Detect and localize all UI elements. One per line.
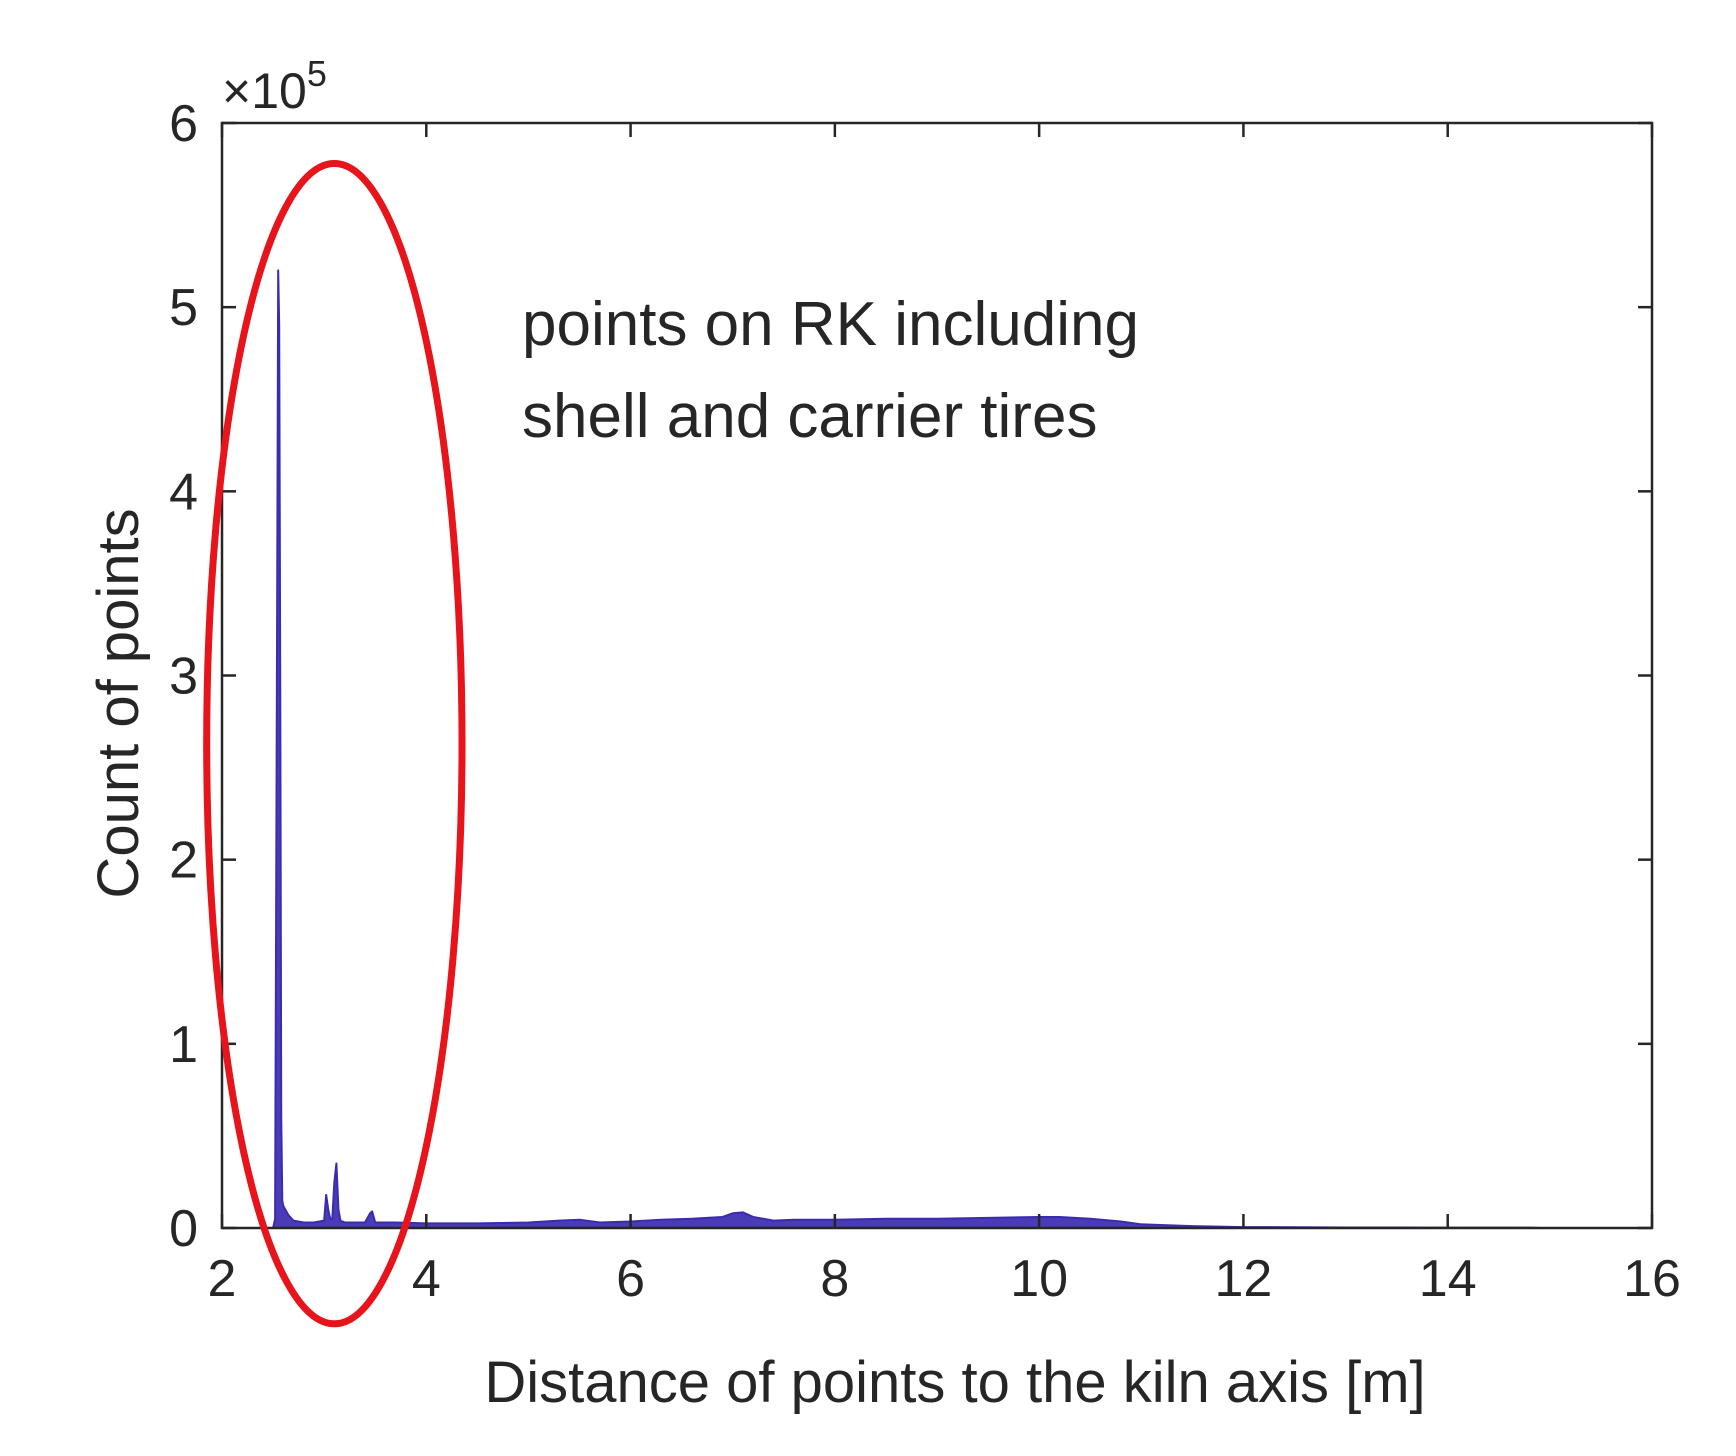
x-tick-label-2: 6 (616, 1250, 645, 1308)
x-tick-label-6: 14 (1419, 1250, 1477, 1308)
x-axis-title: Distance of points to the kiln axis [m] (484, 1350, 1425, 1415)
y-multiplier-base: 10 (251, 63, 307, 119)
annotation-line-1: points on RK including (522, 290, 1139, 359)
ticks-layer (220, 121, 1654, 1230)
x-tick-label-1: 4 (412, 1250, 441, 1308)
x-tick-label-5: 12 (1215, 1250, 1273, 1308)
y-tick-label-6: 6 (169, 95, 198, 153)
y-tick-label-1: 1 (169, 1016, 198, 1074)
y-tick-label-3: 3 (169, 648, 198, 706)
annotation-line-2: shell and carrier tires (522, 382, 1097, 451)
y-axis-title: Count of points (86, 508, 151, 898)
y-tick-label-5: 5 (169, 279, 198, 337)
y-multiplier-exponent: 5 (307, 53, 327, 94)
y-tick-label-4: 4 (169, 463, 198, 521)
x-tick-label-3: 8 (820, 1250, 849, 1308)
y-tick-label-2: 2 (169, 832, 198, 890)
y-tick-label-0: 0 (169, 1200, 198, 1258)
highlight-ellipse (203, 160, 466, 1328)
y-multiplier-prefix: × (222, 63, 251, 119)
x-tick-label-7: 16 (1623, 1250, 1681, 1308)
y-multiplier: ×105 (222, 53, 327, 119)
x-tick-label-4: 10 (1010, 1250, 1068, 1308)
x-tick-label-0: 2 (208, 1250, 237, 1308)
